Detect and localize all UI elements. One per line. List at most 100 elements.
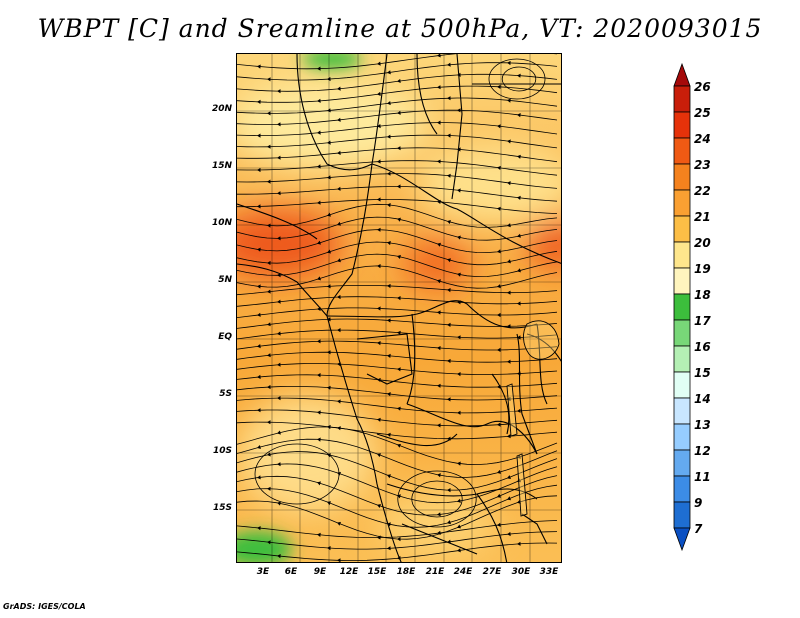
streamline [237, 351, 558, 363]
streamline-arrow [507, 496, 511, 501]
colorbar-swatch [673, 423, 691, 451]
streamline-arrow [447, 173, 451, 178]
streamline [237, 542, 558, 561]
streamline-arrow [317, 532, 321, 537]
lon-tick-label: 6E [284, 567, 298, 577]
streamline-arrow [377, 264, 381, 269]
streamline-arrow [517, 73, 521, 78]
streamline-arrow [457, 498, 461, 503]
colorbar-tick-label: 14 [694, 392, 711, 406]
streamline-arrow [457, 188, 461, 193]
colorbar-swatch [673, 111, 691, 139]
streamline [237, 229, 558, 254]
streamline-arrow [397, 494, 401, 499]
streamline-arrow [517, 408, 521, 413]
streamline-arrow [507, 60, 511, 66]
streamline-arrow [517, 541, 521, 546]
streamline-arrow [447, 397, 451, 402]
streamline-arrow [497, 347, 501, 352]
streamline-arrow [267, 144, 271, 149]
streamline [237, 160, 558, 176]
streamline-arrow [317, 66, 321, 71]
streamline-arrow [277, 362, 281, 367]
streamline-arrow [397, 330, 401, 335]
streamline-arrow [257, 133, 261, 138]
streamline-arrow [437, 423, 441, 428]
streamline-arrow [267, 452, 271, 457]
lat-tick-label: 5S [219, 389, 232, 399]
lon-tick-label: 33E [539, 567, 559, 577]
streamline-arrow [277, 396, 281, 401]
streamline [237, 531, 558, 550]
streamline-arrow [377, 159, 381, 164]
lon-tick-label: 27E [482, 567, 502, 577]
streamline-arrow [447, 288, 451, 293]
lat-tick-label: 20N [211, 104, 232, 114]
streamline-arrow [397, 537, 401, 542]
streamline-arrow [317, 410, 321, 415]
streamline [237, 475, 558, 516]
streamline-arrow [397, 406, 401, 411]
streamline-arrow [267, 384, 271, 390]
warm-region-central [402, 239, 472, 289]
streamline [237, 62, 558, 81]
streamline-arrow [257, 247, 261, 252]
streamline-arrow [317, 437, 321, 442]
lon-tick-label: 15E [367, 567, 387, 577]
streamline-arrow [437, 120, 441, 125]
streamline-arrow [517, 195, 521, 200]
colorbar-swatch [673, 397, 691, 425]
colorbar-tick-label: 12 [694, 444, 711, 458]
streamline-arrow [337, 328, 341, 333]
streamline-arrow [267, 353, 271, 358]
streamline-arrow [257, 445, 261, 449]
streamline-arrow [277, 299, 281, 304]
streamline-arrow [447, 133, 451, 138]
streamline [237, 340, 558, 351]
streamline-arrow [457, 410, 461, 415]
streamline-arrow [437, 473, 441, 478]
streamline-arrow [257, 344, 261, 349]
colorbar-tick-label: 20 [694, 236, 711, 250]
streamline-arrow [507, 290, 511, 295]
streamline-arrow [377, 61, 381, 66]
streamline-arrow [267, 420, 271, 425]
streamline-arrow [337, 426, 341, 431]
streamline-arrow [317, 200, 321, 205]
streamline-arrow [437, 54, 441, 58]
lon-tick-label: 12E [339, 567, 359, 577]
streamline-arrow [497, 249, 501, 254]
colorbar-tick-label: 9 [694, 496, 703, 510]
streamline-arrow [337, 521, 341, 526]
streamline-arrow [507, 396, 511, 402]
streamline-arrow [327, 501, 331, 506]
streamline-arrow [457, 235, 461, 240]
streamline-arrow [387, 203, 391, 208]
streamline-arrow [377, 91, 381, 96]
streamline-arrow [447, 358, 451, 364]
cool-region-northeast [417, 144, 561, 224]
country-borders [237, 54, 561, 562]
streamline-arrow [497, 124, 501, 129]
streamline-arrow [387, 546, 391, 551]
lat-tick-label: 15N [211, 161, 232, 171]
streamline [237, 122, 558, 136]
streamline-vortex [411, 480, 463, 518]
streamline-arrow [457, 524, 461, 529]
streamline-arrow [337, 294, 341, 300]
streamline-arrow [327, 249, 331, 254]
streamline [237, 109, 558, 125]
streamline-arrow [447, 322, 451, 327]
streamline-arrow [497, 84, 501, 89]
streamline-arrow [437, 346, 441, 351]
colorbar-tick-label: 15 [694, 366, 711, 380]
streamline-arrow [277, 331, 281, 336]
colorbar-swatch [673, 163, 691, 191]
streamline-arrow [387, 283, 391, 289]
streamline [237, 520, 558, 538]
streamline-arrow [457, 461, 461, 466]
streamline-arrow [447, 62, 451, 67]
streamline-arrow [377, 124, 381, 129]
colorbar-tick-label: 13 [694, 418, 711, 432]
streamline-arrow [387, 432, 391, 437]
